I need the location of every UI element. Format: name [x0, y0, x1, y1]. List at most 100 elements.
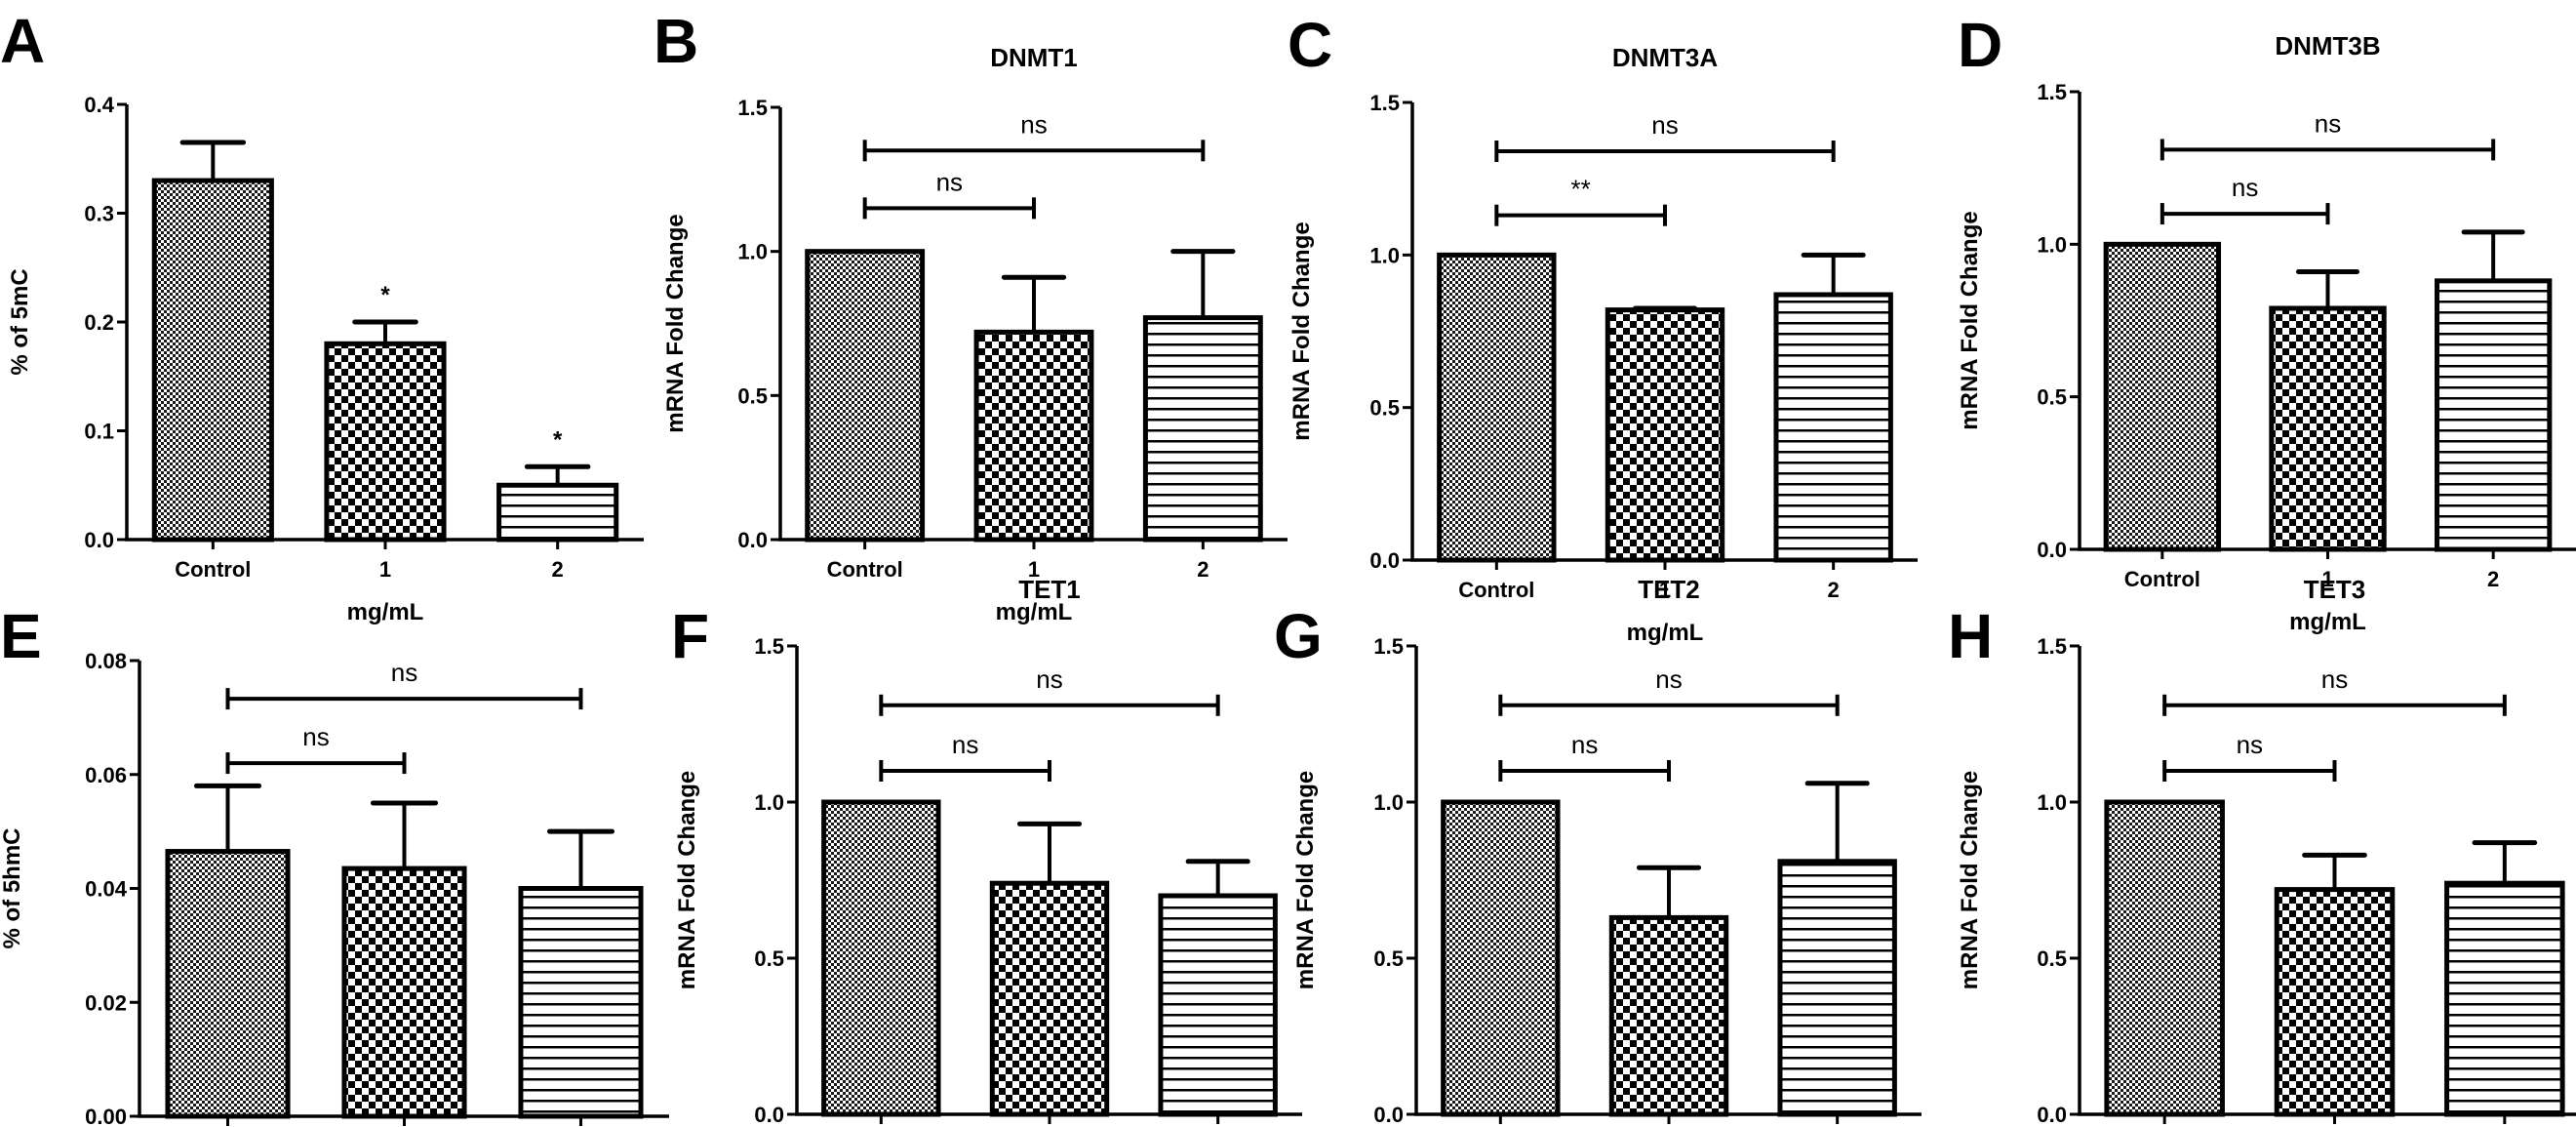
- x-axis-label: mg/mL: [2289, 609, 2366, 635]
- comparison-bracket: ns: [862, 167, 1036, 220]
- y-tick-label: 0.04: [85, 877, 128, 902]
- y-tick-label: 1.5: [2037, 80, 2067, 104]
- x-tick-label: 1: [1659, 578, 1671, 602]
- x-tick-label: Control: [2124, 567, 2200, 591]
- y-axis-label: mRNA Fold Change: [662, 214, 689, 432]
- chart-title: DNMT3B: [2275, 31, 2380, 60]
- comparison-bracket: **: [1494, 175, 1667, 226]
- panel-letter: F: [671, 601, 709, 671]
- y-axis-label: mRNA Fold Change: [1957, 771, 1983, 989]
- x-tick-label: 1: [379, 557, 391, 582]
- significance-label: ns: [952, 730, 978, 759]
- significance-label: ns: [1020, 109, 1047, 139]
- significance-label: ns: [2237, 730, 2263, 759]
- y-tick-label: 1.5: [1369, 91, 1400, 115]
- x-tick-label: 1: [2321, 567, 2333, 591]
- x-tick-label: 1: [1028, 557, 1040, 582]
- comparison-bracket: ns: [225, 658, 583, 710]
- panel-letter: E: [0, 601, 42, 671]
- y-tick-label: 0.0: [754, 1103, 784, 1127]
- chart-title: DNMT1: [990, 43, 1078, 72]
- bar-1: [973, 329, 1094, 543]
- bar-2: [518, 886, 644, 1119]
- x-tick-label: 2: [1197, 557, 1209, 582]
- y-tick-label: 0.06: [85, 763, 127, 787]
- y-axis-label: mRNA Fold Change: [674, 771, 700, 989]
- bar-2: [2434, 278, 2553, 552]
- y-tick-label: 0.0: [2037, 1103, 2067, 1127]
- bar-1: [1605, 307, 1725, 563]
- y-tick-label: 0.4: [84, 93, 114, 117]
- y-axis-label: mRNA Fold Change: [1957, 211, 1983, 429]
- comparison-bracket: ns: [2162, 730, 2337, 782]
- bar-control: [805, 249, 926, 543]
- bar-1: [341, 865, 467, 1119]
- significance-label: ns: [2232, 173, 2258, 202]
- y-tick-label: 0.0: [2037, 538, 2067, 562]
- comparison-bracket: ns: [1498, 664, 1840, 716]
- panel-letter: C: [1288, 10, 1332, 80]
- y-tick-label: 0.02: [85, 990, 127, 1015]
- y-tick-label: 0.5: [1369, 396, 1400, 421]
- y-tick-label: 1.0: [754, 790, 784, 815]
- bar-2: [1158, 893, 1278, 1117]
- y-tick-label: 1.0: [2037, 790, 2067, 815]
- panel-h: H TET3 mRNA Fold Change 0.0 0.5 1.0 1.5 Control…: [1907, 542, 2576, 1127]
- y-tick-label: 1.5: [1373, 634, 1404, 659]
- y-tick-label: 0.00: [85, 1105, 127, 1127]
- bar-2: [1773, 292, 1893, 563]
- comparison-bracket: ns: [879, 730, 1051, 782]
- bar-control: [2103, 241, 2222, 552]
- significance-label: ns: [1036, 664, 1062, 694]
- bar-control: [2104, 799, 2225, 1117]
- y-tick-label: 1.0: [737, 240, 768, 264]
- chart-c: C DNMT3A mRNA Fold Change 0.0 0.5 1.0 1.5 Contr…: [1288, 10, 1918, 646]
- significance-marker: *: [553, 426, 563, 453]
- significance-label: ns: [302, 722, 329, 751]
- chart-title: TET3: [2304, 575, 2366, 604]
- y-tick-label: 1.5: [2037, 634, 2067, 659]
- bar-1: [2274, 887, 2396, 1117]
- significance-marker: *: [380, 282, 390, 308]
- comparison-bracket: ns: [2160, 173, 2330, 225]
- bar-1: [2269, 305, 2387, 552]
- x-axis-label: mg/mL: [1627, 620, 1704, 646]
- y-axis-label: mRNA Fold Change: [1292, 771, 1319, 989]
- panel-b: B DNMT1 mRNA Fold Change 0.0 0.5 1.0 1.5 Contro…: [644, 0, 1288, 625]
- y-tick-label: 1.5: [737, 96, 768, 120]
- x-tick-label: Control: [1458, 578, 1534, 602]
- significance-label: ns: [2321, 664, 2348, 694]
- panel-letter: B: [654, 6, 698, 76]
- comparison-bracket: ns: [879, 664, 1220, 716]
- y-tick-label: 0.5: [2037, 385, 2067, 410]
- panel-c: C DNMT3A mRNA Fold Change 0.0 0.5 1.0 1.5 Contr…: [1268, 0, 1918, 646]
- significance-label: ns: [1655, 664, 1682, 694]
- significance-label: ns: [2315, 108, 2341, 138]
- significance-label: ns: [1571, 730, 1598, 759]
- panel-d: D DNMT3B mRNA Fold Change 0.0 0.5 1.0 1.5 Contr…: [1907, 0, 2576, 635]
- chart-e: E% of 5hmC0.000.020.040.060.08Control12m…: [0, 601, 669, 1127]
- chart-d: D DNMT3B mRNA Fold Change 0.0 0.5 1.0 1.5 Contr…: [1957, 10, 2576, 635]
- y-axis-label: % of 5hmC: [0, 827, 25, 948]
- x-tick-label: 2: [2487, 567, 2499, 591]
- y-tick-label: 1.0: [1373, 790, 1404, 815]
- panel-g: G TET2 mRNA Fold Change 0.0 0.5 1.0 1.5 Control…: [1268, 542, 1922, 1127]
- y-tick-label: 0.5: [754, 946, 784, 971]
- panel-a: A % of 5mC 0.0 0.1 0.2 0.3 0.4 Control * 1 * 2 mg/mL: [0, 0, 644, 625]
- y-tick-label: 0.5: [1373, 946, 1404, 971]
- y-tick-label: 0.3: [84, 202, 114, 226]
- panel-e: E % of 5hmC 0.00 0.02 0.04 0.06 0.08 Control 1 2 m…: [0, 542, 669, 1127]
- y-tick-label: 0.5: [737, 383, 768, 408]
- y-tick-label: 0.2: [84, 310, 114, 335]
- y-tick-label: 0.0: [84, 528, 114, 552]
- chart-b: B DNMT1 mRNA Fold Change 0.0 0.5 1.0 1.5 Contro…: [654, 6, 1288, 625]
- bar-control: [151, 178, 274, 543]
- chart-title: DNMT3A: [1612, 43, 1719, 72]
- y-tick-label: 0.5: [2037, 946, 2067, 971]
- bar-1: [989, 880, 1110, 1117]
- bar-control: [821, 799, 941, 1117]
- y-tick-label: 1.0: [2037, 232, 2067, 257]
- significance-label: ns: [391, 658, 417, 687]
